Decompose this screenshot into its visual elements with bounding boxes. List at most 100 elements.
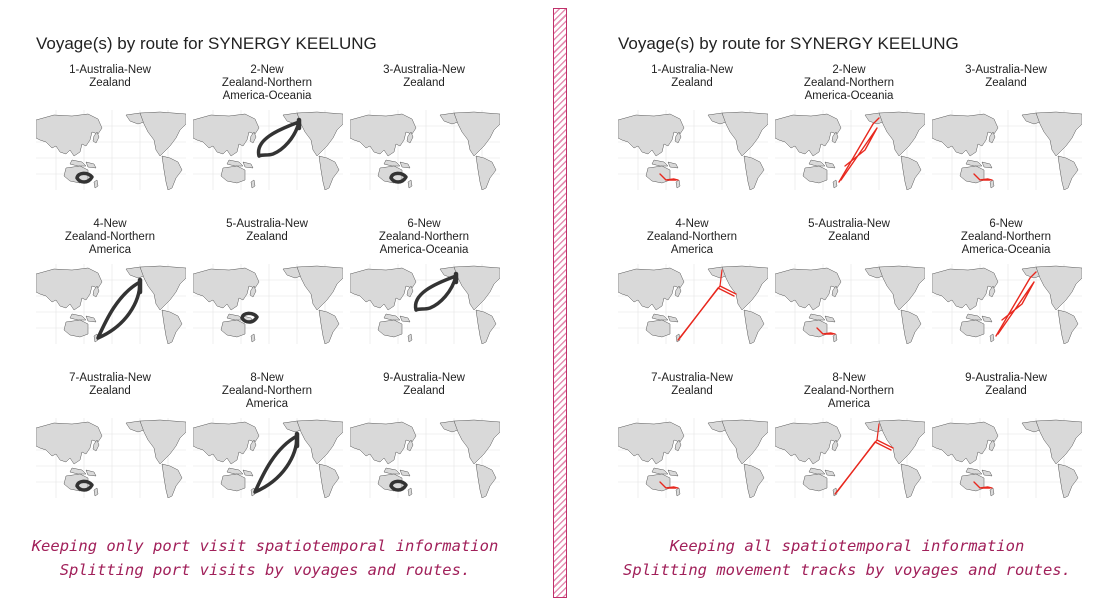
land-shape xyxy=(407,179,413,189)
land-shape xyxy=(249,439,257,452)
land-shape xyxy=(981,469,993,477)
land-shape xyxy=(674,285,682,298)
land-shape xyxy=(667,315,679,323)
land-shape xyxy=(69,467,87,475)
land-shape xyxy=(1021,420,1041,433)
land-shape xyxy=(900,463,922,498)
land-shape xyxy=(1057,309,1079,344)
right-map-7 xyxy=(618,418,768,498)
left-facet-2: 2-New Zealand-Northern America-Oceania xyxy=(191,64,343,214)
land-shape xyxy=(383,159,401,167)
land-shape xyxy=(161,463,183,498)
left-facet-1: 1-Australia-New Zealand xyxy=(34,64,186,214)
land-shape xyxy=(69,159,87,167)
land-shape xyxy=(350,421,417,465)
land-shape xyxy=(383,467,401,475)
right-facet-3: 3-Australia-New Zealand xyxy=(930,64,1082,214)
voyage-track xyxy=(838,117,880,183)
land-shape xyxy=(864,266,884,279)
right-map-4 xyxy=(618,264,768,344)
land-shape xyxy=(981,315,993,323)
land-shape xyxy=(377,319,403,338)
left-map-4 xyxy=(36,264,186,344)
land-shape xyxy=(69,313,87,321)
land-shape xyxy=(932,267,999,311)
land-shape xyxy=(988,131,996,144)
land-shape xyxy=(139,111,186,157)
land-shape xyxy=(743,309,765,344)
voyage-track xyxy=(836,441,892,493)
facet-label: 7-Australia-New Zealand xyxy=(69,372,151,397)
land-shape xyxy=(250,179,256,189)
land-shape xyxy=(399,161,411,169)
left-map-1 xyxy=(36,110,186,190)
land-shape xyxy=(989,333,995,343)
land-shape xyxy=(220,473,246,492)
left-map-3 xyxy=(350,110,500,190)
land-shape xyxy=(743,463,765,498)
land-shape xyxy=(988,439,996,452)
left-facet-4: 4-New Zealand-Northern America xyxy=(34,218,186,368)
left-map-8 xyxy=(193,418,343,498)
land-shape xyxy=(318,155,340,190)
land-shape xyxy=(406,439,414,452)
land-shape xyxy=(1021,266,1041,279)
facet-label: 7-Australia-New Zealand xyxy=(651,372,733,397)
right-facet-1: 1-Australia-New Zealand xyxy=(616,64,768,214)
land-shape xyxy=(831,439,839,452)
hatched-divider xyxy=(553,8,567,598)
facet-label: 8-New Zealand-Northern America xyxy=(221,372,313,410)
land-shape xyxy=(85,469,97,477)
facet-label: 5-Australia-New Zealand xyxy=(226,218,308,243)
land-shape xyxy=(383,313,401,321)
land-shape xyxy=(667,469,679,477)
facet-label: 6-New Zealand-Northern America-Oceania xyxy=(960,218,1052,256)
land-shape xyxy=(981,161,993,169)
right-caption-line-2: Splitting movement tracks by voyages and… xyxy=(623,561,1071,579)
land-shape xyxy=(226,467,244,475)
facet-label: 6-New Zealand-Northern America-Oceania xyxy=(378,218,470,256)
land-shape xyxy=(453,111,500,157)
facet-label: 4-New Zealand-Northern America xyxy=(646,218,738,256)
land-shape xyxy=(125,266,145,279)
land-shape xyxy=(1035,419,1082,465)
land-shape xyxy=(878,265,925,311)
land-shape xyxy=(296,111,343,157)
land-shape xyxy=(651,467,669,475)
left-facet-7: 7-Australia-New Zealand xyxy=(34,372,186,522)
land-shape xyxy=(85,161,97,169)
left-facet-6: 6-New Zealand-Northern America-Oceania xyxy=(348,218,500,368)
voyage-track xyxy=(995,271,1037,337)
land-shape xyxy=(824,315,836,323)
land-shape xyxy=(85,315,97,323)
land-shape xyxy=(900,309,922,344)
land-shape xyxy=(651,159,669,167)
left-facet-5: 5-Australia-New Zealand xyxy=(191,218,343,368)
land-shape xyxy=(242,469,254,477)
land-shape xyxy=(439,112,459,125)
land-shape xyxy=(775,113,842,157)
land-shape xyxy=(193,421,260,465)
land-shape xyxy=(832,179,838,189)
land-shape xyxy=(350,113,417,157)
land-shape xyxy=(193,113,260,157)
land-shape xyxy=(965,313,983,321)
land-shape xyxy=(226,313,244,321)
land-shape xyxy=(439,420,459,433)
land-shape xyxy=(618,421,685,465)
land-shape xyxy=(864,112,884,125)
land-shape xyxy=(36,113,103,157)
land-shape xyxy=(965,159,983,167)
left-map-6 xyxy=(350,264,500,344)
land-shape xyxy=(453,265,500,311)
land-shape xyxy=(824,469,836,477)
land-shape xyxy=(721,419,768,465)
voyage-track xyxy=(413,274,458,312)
voyage-track xyxy=(256,120,301,158)
right-facet-7: 7-Australia-New Zealand xyxy=(616,372,768,522)
land-shape xyxy=(618,113,685,157)
voyage-track xyxy=(75,479,94,492)
facet-label: 8-New Zealand-Northern America xyxy=(803,372,895,410)
land-shape xyxy=(407,487,413,497)
land-shape xyxy=(674,439,682,452)
